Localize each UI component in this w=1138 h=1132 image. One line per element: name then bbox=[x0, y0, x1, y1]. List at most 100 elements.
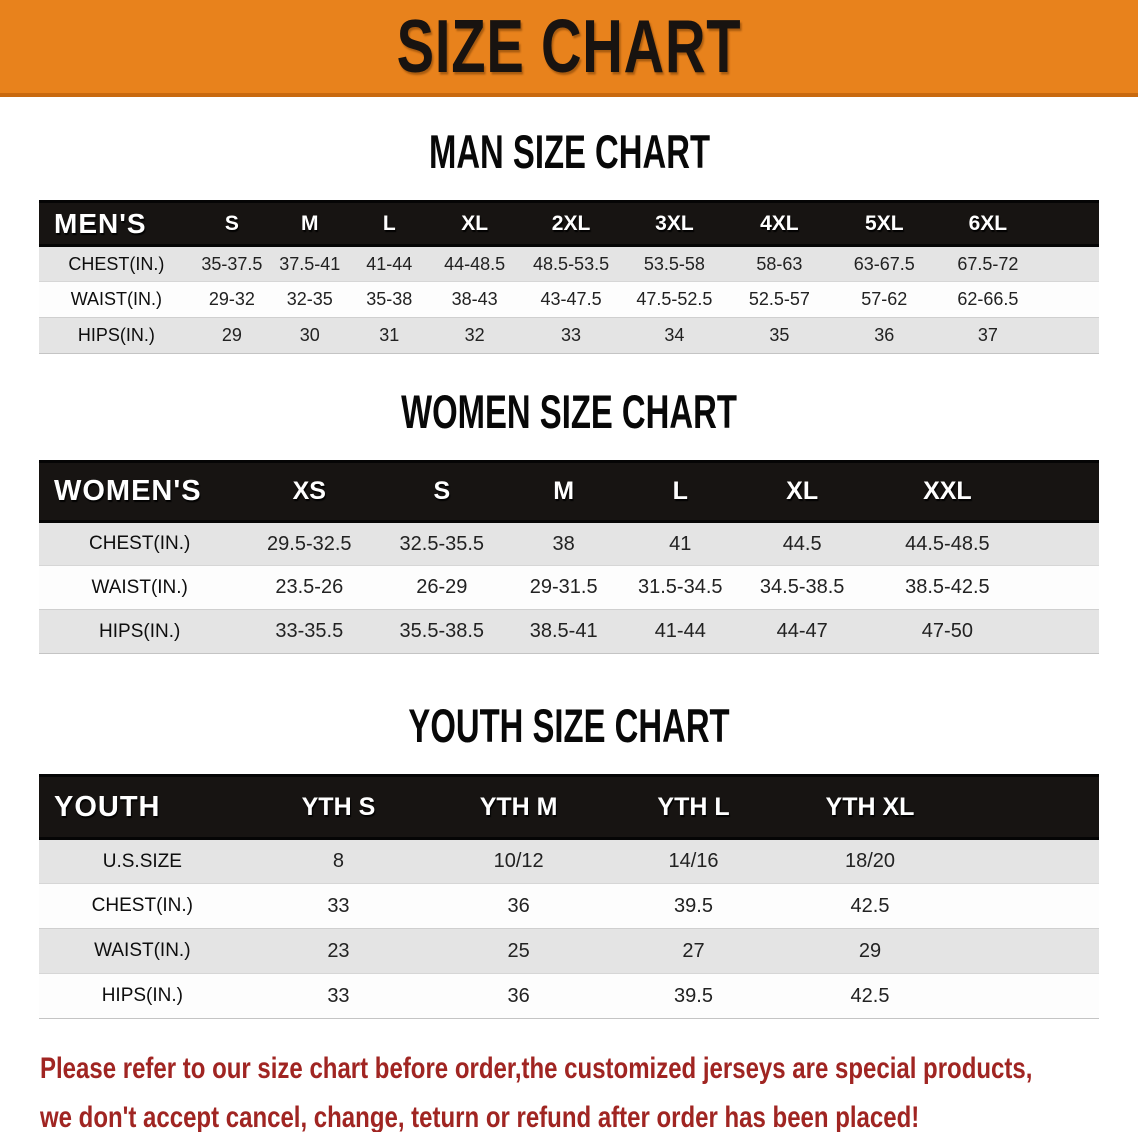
size-column-header: 3XL bbox=[621, 200, 727, 247]
women-section-heading-text: WOMEN SIZE CHART bbox=[401, 384, 737, 439]
table-row: CHEST(IN.) 33 36 39.5 42.5 bbox=[39, 883, 1099, 929]
size-value-cell: 8 bbox=[245, 837, 432, 884]
women-corner-label: WOMEN'S bbox=[39, 460, 241, 523]
size-value-cell: 35-37.5 bbox=[193, 244, 271, 282]
size-value-cell: 34 bbox=[621, 317, 727, 354]
size-value-cell: 35 bbox=[726, 317, 832, 354]
size-column-header: 2XL bbox=[520, 200, 622, 247]
size-column-header: 6XL bbox=[936, 200, 1099, 247]
size-value-cell: 30 bbox=[270, 317, 350, 354]
size-value-cell: 38.5-42.5 bbox=[865, 565, 1099, 610]
size-column-header: YTH M bbox=[431, 774, 607, 840]
size-value-cell: 44-47 bbox=[738, 609, 866, 654]
size-value-cell: 32.5-35.5 bbox=[378, 520, 506, 566]
table-row: HIPS(IN.) 33-35.5 35.5-38.5 38.5-41 41-44 44-… bbox=[39, 609, 1099, 654]
size-column-header: XL bbox=[738, 460, 866, 523]
size-value-cell: 33 bbox=[245, 973, 432, 1019]
men-corner-label: MEN'S bbox=[39, 200, 194, 247]
size-value-cell: 52.5-57 bbox=[726, 281, 832, 318]
size-value-cell: 26-29 bbox=[378, 565, 506, 610]
youth-section-heading: YOUTH SIZE CHART bbox=[0, 698, 1138, 753]
size-column-header: YTH L bbox=[606, 774, 781, 840]
size-column-header: YTH S bbox=[245, 774, 432, 840]
size-column-header: L bbox=[349, 200, 430, 247]
row-label: CHEST(IN.) bbox=[39, 244, 194, 282]
size-value-cell: 35.5-38.5 bbox=[378, 609, 506, 654]
size-value-cell: 53.5-58 bbox=[621, 244, 727, 282]
size-value-cell: 44.5 bbox=[738, 520, 866, 566]
size-column-header: 4XL bbox=[726, 200, 832, 247]
disclaimer-line-2: we don't accept cancel, change, teturn o… bbox=[40, 1101, 920, 1132]
size-value-cell: 23.5-26 bbox=[240, 565, 379, 610]
youth-corner-label: YOUTH bbox=[39, 774, 246, 840]
size-value-cell: 41 bbox=[621, 520, 739, 566]
size-value-cell: 47.5-52.5 bbox=[621, 281, 727, 318]
size-column-header: XL bbox=[429, 200, 521, 247]
size-value-cell: 25 bbox=[431, 928, 607, 974]
row-label: WAIST(IN.) bbox=[39, 928, 246, 974]
size-value-cell: 36 bbox=[831, 317, 937, 354]
size-value-cell: 29-32 bbox=[193, 281, 271, 318]
size-value-cell: 29 bbox=[193, 317, 271, 354]
size-chart-banner: SIZE CHART bbox=[0, 0, 1138, 97]
size-value-cell: 44.5-48.5 bbox=[865, 520, 1099, 566]
youth-table-header: YOUTH YTH S YTH M YTH L YTH XL bbox=[39, 774, 1099, 840]
table-row: WAIST(IN.) 23.5-26 26-29 29-31.5 31.5-34.5 34… bbox=[39, 565, 1099, 610]
size-value-cell: 39.5 bbox=[606, 883, 781, 929]
size-value-cell: 36 bbox=[431, 973, 607, 1019]
table-row: CHEST(IN.) 35-37.5 37.5-41 41-44 44-48.5 48.5… bbox=[39, 244, 1099, 282]
youth-section-heading-text: YOUTH SIZE CHART bbox=[408, 698, 730, 753]
women-section-heading: WOMEN SIZE CHART bbox=[0, 384, 1138, 439]
table-row: HIPS(IN.) 29 30 31 32 33 34 35 36 37 bbox=[39, 317, 1099, 354]
size-value-cell: 62-66.5 bbox=[936, 281, 1099, 318]
size-value-cell: 29-31.5 bbox=[505, 565, 622, 610]
disclaimer-line-1: Please refer to our size chart before or… bbox=[40, 1052, 1033, 1085]
table-row: U.S.SIZE 8 10/12 14/16 18/20 bbox=[39, 837, 1099, 884]
size-value-cell: 43-47.5 bbox=[520, 281, 622, 318]
men-size-table: MEN'S S M L XL 2XL 3XL 4XL 5XL 6XL CHEST(IN.) 35-… bbox=[39, 200, 1099, 354]
order-disclaimer: Please refer to our size chart before or… bbox=[40, 1044, 1118, 1132]
row-label: HIPS(IN.) bbox=[39, 973, 246, 1019]
row-label: U.S.SIZE bbox=[39, 837, 246, 884]
size-column-header: S bbox=[378, 460, 506, 523]
size-column-header: M bbox=[505, 460, 622, 523]
size-value-cell: 34.5-38.5 bbox=[738, 565, 866, 610]
size-value-cell: 32 bbox=[429, 317, 521, 354]
size-value-cell: 14/16 bbox=[606, 837, 781, 884]
men-section-heading-text: MAN SIZE CHART bbox=[428, 124, 710, 179]
size-column-header: M bbox=[270, 200, 350, 247]
table-header-row: WOMEN'S XS S M L XL XXL bbox=[39, 460, 1099, 523]
size-value-cell: 57-62 bbox=[831, 281, 937, 318]
size-value-cell: 38.5-41 bbox=[505, 609, 622, 654]
table-row: CHEST(IN.) 29.5-32.5 32.5-35.5 38 41 44.5 44.5… bbox=[39, 520, 1099, 566]
size-value-cell: 41-44 bbox=[349, 244, 430, 282]
size-value-cell: 33 bbox=[520, 317, 622, 354]
size-value-cell: 48.5-53.5 bbox=[520, 244, 622, 282]
youth-size-table: YOUTH YTH S YTH M YTH L YTH XL U.S.SIZE 8 10/… bbox=[39, 774, 1099, 1019]
size-value-cell: 29 bbox=[780, 928, 1099, 974]
men-section-heading: MAN SIZE CHART bbox=[0, 124, 1138, 179]
men-table-header: MEN'S S M L XL 2XL 3XL 4XL 5XL 6XL bbox=[39, 200, 1099, 247]
size-value-cell: 27 bbox=[606, 928, 781, 974]
row-label: HIPS(IN.) bbox=[39, 609, 241, 654]
row-label: CHEST(IN.) bbox=[39, 520, 241, 566]
size-value-cell: 67.5-72 bbox=[936, 244, 1099, 282]
size-value-cell: 58-63 bbox=[726, 244, 832, 282]
size-column-header: YTH XL bbox=[780, 774, 1099, 840]
size-value-cell: 39.5 bbox=[606, 973, 781, 1019]
size-column-header: L bbox=[621, 460, 739, 523]
size-column-header: 5XL bbox=[831, 200, 937, 247]
size-value-cell: 37 bbox=[936, 317, 1099, 354]
row-label: WAIST(IN.) bbox=[39, 281, 194, 318]
row-label: WAIST(IN.) bbox=[39, 565, 241, 610]
table-row: HIPS(IN.) 33 36 39.5 42.5 bbox=[39, 973, 1099, 1019]
size-value-cell: 31.5-34.5 bbox=[621, 565, 739, 610]
size-column-header: S bbox=[193, 200, 271, 247]
women-size-table: WOMEN'S XS S M L XL XXL CHEST(IN.) 29.5-32.5 32… bbox=[39, 460, 1099, 654]
row-label: HIPS(IN.) bbox=[39, 317, 194, 354]
size-column-header: XS bbox=[240, 460, 379, 523]
size-value-cell: 18/20 bbox=[780, 837, 1099, 884]
size-value-cell: 29.5-32.5 bbox=[240, 520, 379, 566]
size-value-cell: 32-35 bbox=[270, 281, 350, 318]
size-value-cell: 33-35.5 bbox=[240, 609, 379, 654]
